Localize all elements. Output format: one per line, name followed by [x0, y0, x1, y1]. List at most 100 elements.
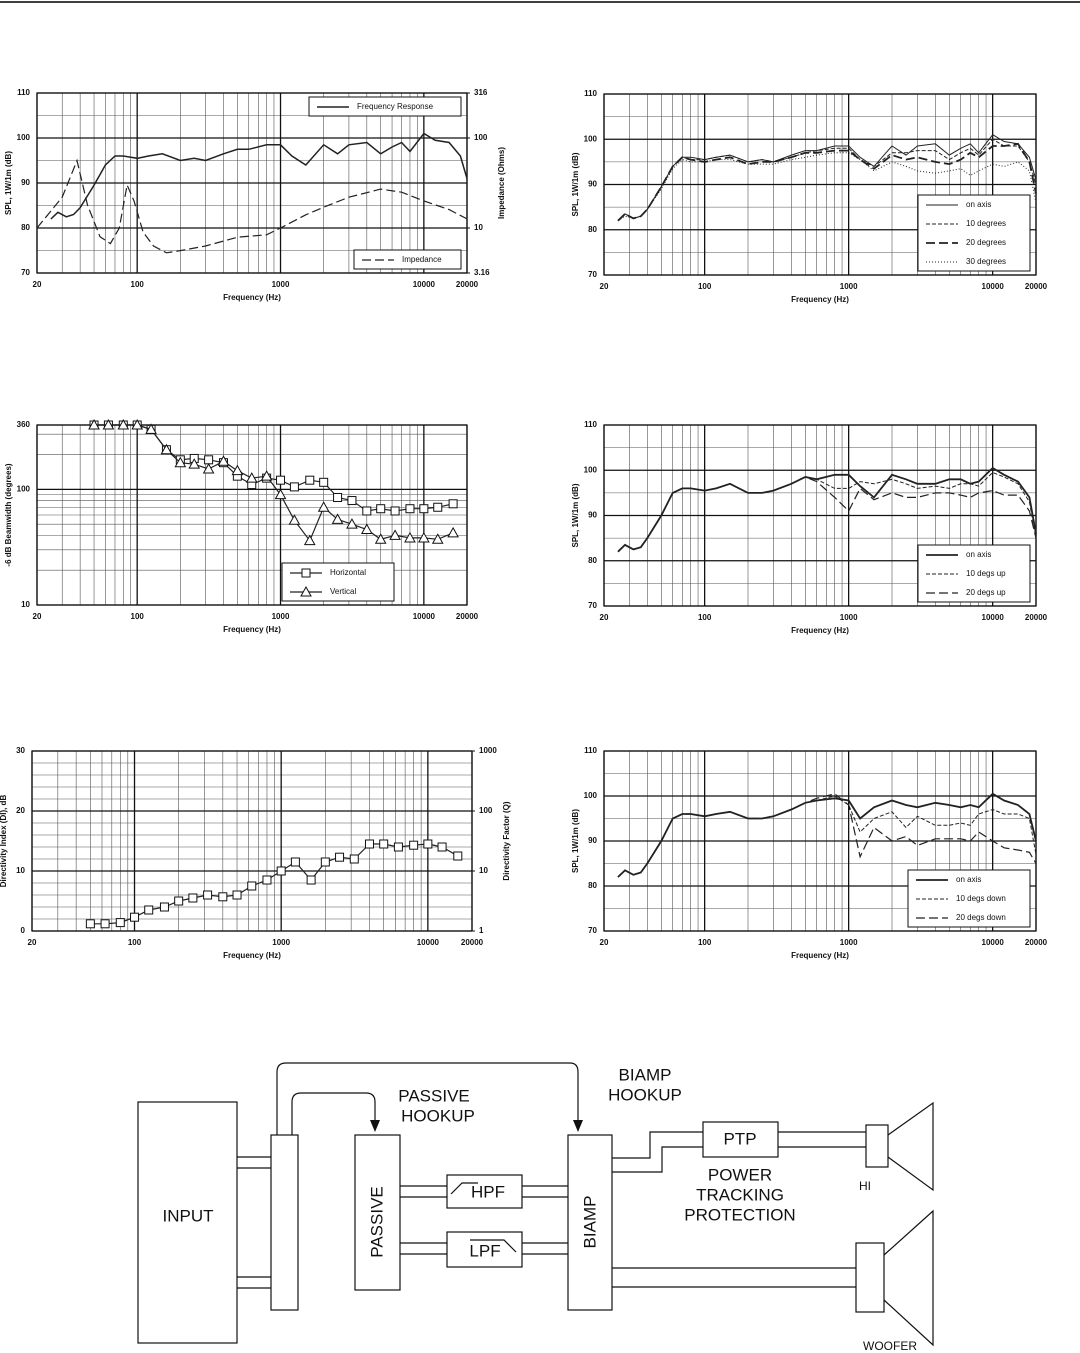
- marker: [245, 472, 258, 483]
- legend-label: 10 degs down: [956, 894, 1006, 903]
- hi-horn: [887, 1101, 934, 1192]
- marker: [85, 919, 95, 929]
- arrow-head: [370, 1120, 380, 1132]
- marker: [217, 455, 230, 466]
- x-tick-label: 20000: [456, 612, 479, 621]
- marker: [453, 851, 463, 861]
- chart: 20 100 1000 10000 20000 70 80 90 100 110 3.16 10 100…: [4, 88, 506, 302]
- x-tick-label: 10000: [417, 938, 440, 947]
- y-tick-label: 10: [16, 866, 25, 875]
- y-tick-label: 90: [588, 511, 597, 520]
- marker: [319, 477, 329, 487]
- marker: [331, 513, 344, 524]
- x-tick-label: 100: [698, 282, 712, 291]
- x-tick-label: 20: [33, 280, 42, 289]
- y-tick-label: 0: [21, 926, 26, 935]
- marker: [88, 418, 100, 430]
- marker: [262, 875, 272, 885]
- passive-label: PASSIVE: [367, 1186, 386, 1258]
- input-label: INPUT: [163, 1206, 214, 1225]
- chart: 20 100 1000 10000 20000 70 80 90 100 110 Frequency…: [571, 89, 1048, 304]
- marker: [360, 523, 373, 534]
- marker: [389, 529, 401, 540]
- y-axis-label: -6 dB Beamwidth (degrees): [4, 463, 13, 566]
- marker: [145, 423, 157, 434]
- passive-hookup-label: HOOKUP: [401, 1106, 475, 1125]
- marker: [102, 418, 115, 430]
- y2-tick-label: 1: [479, 926, 484, 935]
- y-tick-label: 100: [17, 484, 31, 493]
- x-tick-label: 1000: [840, 938, 858, 947]
- marker: [364, 839, 374, 849]
- marker: [231, 464, 244, 476]
- x-tick-label: 1000: [272, 938, 290, 947]
- marker: [247, 881, 257, 891]
- marker: [130, 912, 140, 922]
- legend-label: on axis: [966, 200, 991, 209]
- marker: [419, 504, 429, 514]
- y2-axis-label: Impedance (Ohms): [497, 147, 506, 219]
- x-tick-label: 1000: [272, 280, 290, 289]
- marker: [203, 890, 213, 900]
- marker: [202, 462, 215, 474]
- y-tick-label: 30: [16, 746, 25, 755]
- x-tick-label: 20: [600, 938, 609, 947]
- legend-label: Impedance: [402, 255, 442, 264]
- ptp-label: PTP: [723, 1129, 756, 1148]
- y-tick-label: 70: [588, 270, 597, 279]
- chart: 20 100 1000 10000 20000 10 100 360 Frequency (Hz…: [4, 418, 479, 634]
- woofer-label: WOOFER: [863, 1339, 917, 1353]
- marker: [204, 455, 214, 465]
- marker: [405, 504, 415, 514]
- y-tick-label: 70: [588, 601, 597, 610]
- marker: [159, 902, 169, 912]
- marker: [288, 514, 301, 525]
- x-axis-label: Frequency (Hz): [791, 626, 849, 635]
- splitter-box: [270, 1134, 299, 1311]
- y-axis-label: SPL, 1W/1m (dB): [571, 483, 580, 547]
- marker: [349, 854, 359, 864]
- marker: [117, 418, 130, 430]
- legend-label: on axis: [966, 550, 991, 559]
- series-line: [94, 424, 454, 512]
- biamp-hookup-path: [276, 1062, 579, 1135]
- y-tick-label: 110: [584, 89, 597, 98]
- x-axis-label: Frequency (Hz): [223, 625, 281, 634]
- marker: [437, 842, 447, 852]
- x-tick-label: 10000: [413, 280, 436, 289]
- x-tick-label: 20000: [456, 280, 479, 289]
- marker: [218, 892, 228, 902]
- y-tick-label: 20: [16, 806, 25, 815]
- input-wires: [237, 1156, 271, 1289]
- series-line: [617, 792, 1037, 878]
- y-tick-label: 110: [584, 746, 597, 755]
- biamp-hookup-label: HOOKUP: [608, 1085, 682, 1104]
- y2-tick-label: 316: [474, 88, 488, 97]
- lpf-box: [446, 1231, 523, 1268]
- y2-tick-label: 10: [479, 866, 488, 875]
- chart: 20 100 1000 10000 20000 70 80 90 100 110 Frequency…: [571, 746, 1048, 960]
- y-tick-label: 90: [21, 178, 30, 187]
- marker: [188, 893, 198, 903]
- marker: [448, 499, 458, 509]
- legend-label: Vertical: [330, 587, 356, 596]
- marker: [303, 534, 316, 546]
- marker: [376, 504, 386, 514]
- legend-box: [281, 562, 395, 602]
- hi-label: HI: [859, 1179, 871, 1193]
- y-tick-label: 100: [17, 133, 31, 142]
- legend-marker: [301, 568, 311, 578]
- marker: [390, 506, 400, 516]
- marker: [374, 533, 387, 544]
- marker: [333, 493, 343, 503]
- y-tick-label: 100: [584, 465, 598, 474]
- series-line: [50, 132, 468, 220]
- y-tick-label: 80: [588, 881, 597, 890]
- series-line: [617, 793, 1037, 878]
- legend-box: [353, 249, 462, 270]
- series-line: [617, 142, 1037, 222]
- marker: [276, 475, 286, 485]
- y2-tick-label: 100: [479, 806, 493, 815]
- x-tick-label: 20000: [1025, 282, 1048, 291]
- x-tick-label: 20000: [1025, 938, 1048, 947]
